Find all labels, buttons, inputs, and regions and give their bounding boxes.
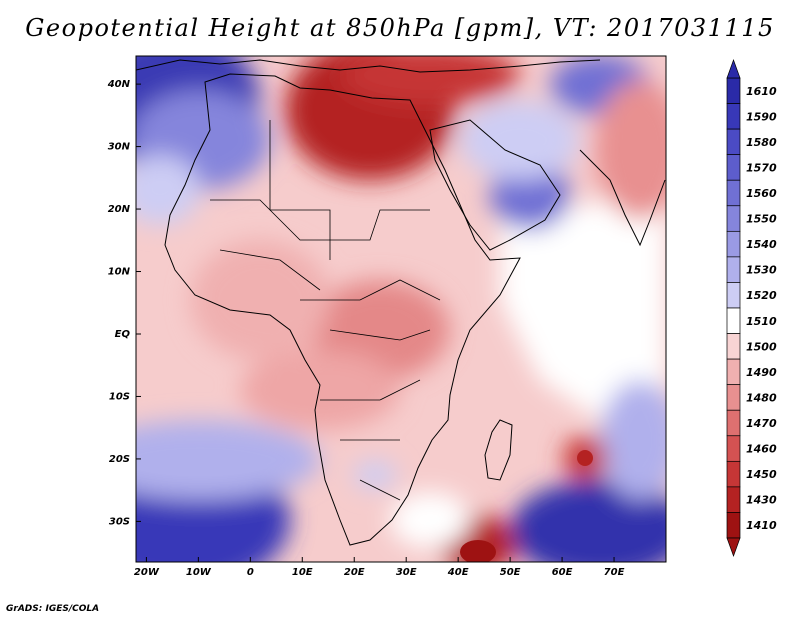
coastlines [136, 59, 666, 546]
colorbar-label: 1460 [746, 443, 777, 456]
lon-label: 50E [500, 567, 521, 578]
colorbar-label: 1560 [746, 187, 777, 200]
credit-label: GrADS: IGES/COLA [6, 604, 100, 614]
colorbar-label: 1520 [746, 289, 777, 302]
colorbar-label: 1490 [746, 366, 777, 379]
colorbar-label: 1610 [746, 85, 777, 98]
africa-coastline [164, 73, 521, 546]
colorbar-swatch [726, 409, 741, 437]
colorbar-swatch [726, 460, 741, 488]
field-west-africa [190, 240, 330, 360]
colorbar-swatch [726, 358, 741, 386]
field-southern-core [460, 540, 496, 562]
lon-label: 60E [552, 567, 573, 578]
colorbar-label: 1470 [746, 417, 777, 430]
colorbar-swatch [726, 205, 741, 232]
internal-borders [210, 120, 441, 501]
colorbar-label: 1580 [746, 136, 777, 149]
lon-label: 40E [447, 567, 469, 578]
colorbar-swatch [726, 256, 741, 283]
field-indian-ocean-high [500, 190, 666, 420]
axes: 20W 10W 0 10E 20E 30E 40E 50E 60E 70E 40N 30N 20N 10N… [107, 79, 625, 578]
lat-label: 20S [109, 454, 130, 465]
colorbar-label: 1430 [746, 494, 777, 507]
field-madagascar-core [577, 450, 593, 466]
colorbar-swatch [726, 486, 741, 513]
colorbar-swatch [726, 282, 741, 309]
colorbar-label: 1540 [746, 238, 777, 251]
colorbar-swatch [726, 384, 741, 411]
colorbar-label: 1500 [746, 340, 777, 353]
colorbar-swatch [726, 435, 741, 462]
colorbar-swatch [726, 77, 741, 104]
colorbar-swatch [726, 128, 741, 156]
colorbar-swatch [726, 230, 741, 258]
field-south-indian-outer [600, 380, 666, 500]
lat-label: 40N [107, 79, 131, 90]
lon-label: 30E [396, 567, 417, 578]
colorbar-max-arrow [726, 58, 741, 79]
plot-title: Geopotential Height at 850hPa [gpm], VT:… [25, 14, 775, 42]
field-south-indian-low-height [510, 480, 666, 562]
lon-label: 10W [186, 567, 212, 578]
madagascar-coastline [484, 419, 513, 481]
lon-label: 0 [247, 567, 254, 578]
plot-frame [135, 55, 667, 563]
lon-label: 10E [292, 567, 313, 578]
colorbar-min-arrow [726, 537, 741, 558]
field-south-atlantic-outer [136, 420, 320, 500]
colorbar-swatch [726, 512, 741, 539]
field-india-red [595, 80, 666, 220]
colorbar-label: 1590 [746, 110, 777, 123]
field-kalahari-blue [353, 461, 397, 489]
lon-label: 70E [604, 567, 625, 578]
colorbar-swatch [726, 154, 741, 181]
colorbar-swatch [726, 103, 741, 130]
lon-label: 20W [134, 567, 160, 578]
height-field [136, 56, 666, 562]
lat-label: 10N [108, 267, 131, 278]
field-arabia-outer [460, 100, 580, 180]
colorbar-swatch [726, 179, 741, 207]
colorbar-swatch [726, 307, 741, 334]
lat-label: 30N [108, 142, 131, 153]
europe-coastline [136, 59, 601, 73]
lat-label: EQ [115, 329, 131, 340]
colorbar-label: 1570 [746, 161, 777, 174]
field-nw-outer [136, 155, 200, 225]
colorbar-label: 1450 [746, 468, 777, 481]
lat-label: 10S [109, 391, 130, 402]
lat-label: 30S [109, 516, 130, 527]
colorbar-label: 1510 [746, 315, 777, 328]
colorbar-label: 1480 [746, 391, 777, 404]
lon-label: 20E [344, 567, 365, 578]
colorbar-label: 1530 [746, 264, 777, 277]
colorbar-swatch [726, 333, 741, 360]
field-med-east [340, 56, 520, 105]
field-south-central [240, 350, 400, 430]
india-coastline [579, 149, 666, 247]
arabia-coastline [429, 119, 561, 251]
colorbar: 1610 1590 1580 1570 1560 1550 1540 1530 1520 1510… [726, 58, 777, 558]
colorbar-label: 1550 [746, 213, 777, 226]
lat-label: 20N [108, 204, 131, 215]
field-cape-ridge [390, 492, 470, 548]
colorbar-label: 1410 [746, 519, 777, 532]
